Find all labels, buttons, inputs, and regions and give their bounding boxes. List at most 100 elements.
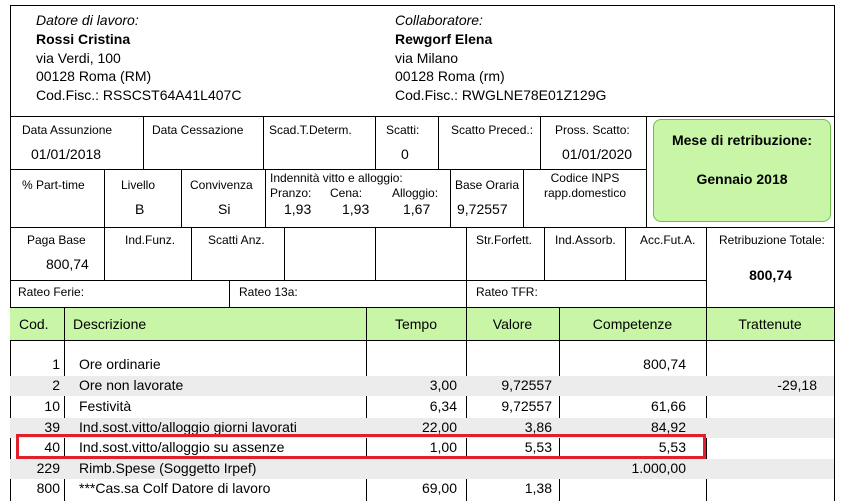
pranzo-label: Pranzo:	[270, 186, 312, 200]
frame-right	[834, 5, 835, 501]
cell-competenze: 1.000,00	[631, 460, 687, 476]
employer-city: 00128 Roma (RM)	[36, 68, 152, 84]
info-sep	[143, 116, 144, 169]
month-label: Mese di retribuzione:	[671, 132, 813, 148]
pay-sep	[466, 227, 467, 307]
cell-tempo: 3,00	[429, 377, 457, 393]
highlight-box	[16, 434, 706, 459]
cell-valore: 5,53	[524, 439, 552, 455]
inps-label-1: Codice INPS	[550, 171, 620, 185]
pross-scatto-label: Pross. Scatto:	[555, 123, 630, 137]
frame-top	[10, 5, 835, 6]
row-shade	[10, 459, 834, 479]
cell-descrizione: Festività	[79, 398, 132, 414]
base-oraria-label: Base Oraria	[455, 178, 520, 192]
employee-city: 00128 Roma (rm)	[395, 68, 505, 84]
employer-heading: Datore di lavoro:	[36, 12, 139, 28]
rateo-13a-label: Rateo 13a:	[239, 285, 298, 299]
pross-scatto-value: 01/01/2020	[562, 146, 633, 162]
info-sep	[104, 169, 105, 227]
cell-tempo: 1,00	[429, 439, 457, 455]
cena-value: 1,93	[342, 201, 370, 217]
pay-sep	[706, 227, 707, 307]
header-valore: Valore	[492, 316, 533, 332]
paga-base-value: 800,74	[46, 256, 89, 272]
cell-cod: 1	[52, 356, 60, 372]
cell-cod: 39	[44, 419, 60, 435]
employee-name: Rewgorf Elena	[395, 31, 493, 47]
frame-left	[10, 5, 11, 501]
alloggio-label: Alloggio:	[392, 186, 439, 200]
employer-name: Rossi Cristina	[36, 31, 131, 47]
cell-valore: 1,38	[524, 480, 552, 496]
scatti-label: Scatti:	[386, 123, 420, 137]
month-box: Mese di retribuzione: Gennaio 2018	[653, 119, 831, 222]
scad-label: Scad.T.Determ.	[269, 123, 352, 137]
indennita-label: Indennità vitto e alloggio:	[270, 171, 403, 185]
cell-descrizione: Ind.sost.vitto/alloggio giorni lavorati	[79, 419, 297, 435]
scatti-value: 0	[401, 146, 409, 162]
cell-cod: 2	[52, 377, 60, 393]
col-sep	[466, 308, 467, 501]
pay-sep	[284, 227, 285, 280]
pay-sep	[544, 227, 545, 280]
pay-sep	[625, 227, 626, 280]
acc-fut-label: Acc.Fut.A.	[640, 233, 696, 247]
paga-base-label: Paga Base	[27, 233, 86, 247]
employee-tax-code: Cod.Fisc.: RWGLNE78E01Z129G	[395, 87, 607, 103]
employer-tax-code: Cod.Fisc.: RSSCST64A41L407C	[36, 87, 242, 103]
convivenza-value: Si	[218, 201, 231, 217]
cell-valore: 9,72557	[501, 377, 552, 393]
header-cod: Cod.	[19, 316, 49, 332]
cell-competenze: 61,66	[650, 398, 686, 414]
data-assunzione-label: Data Assunzione	[22, 123, 113, 137]
scatto-preced-label: Scatto Preced.:	[451, 123, 534, 137]
cell-descrizione: Rimb.Spese (Soggetto Irpef)	[79, 460, 257, 476]
cell-cod: 229	[36, 460, 60, 476]
rateo-ferie-label: Rateo Ferie:	[18, 285, 85, 299]
col-sep	[64, 308, 65, 501]
cena-label: Cena:	[330, 186, 363, 200]
str-forfett-label: Str.Forfett.	[476, 233, 533, 247]
base-oraria-value: 9,72557	[457, 201, 508, 217]
pay-row-bottom	[10, 280, 707, 281]
cell-valore: 9,72557	[501, 398, 552, 414]
cell-cod: 40	[44, 439, 60, 455]
part-time-label: % Part-time	[22, 178, 85, 192]
cell-descrizione: Ore ordinarie	[79, 356, 161, 372]
info-sep	[181, 169, 182, 227]
rateo-row-bottom	[10, 307, 835, 308]
scatti-anz-label: Scatti Anz.	[208, 233, 265, 247]
cell-cod: 10	[44, 398, 60, 414]
pay-sep	[104, 227, 105, 280]
info-sep	[438, 116, 439, 169]
cell-tempo: 22,00	[421, 419, 457, 435]
info-row2-bottom	[10, 227, 835, 228]
info-sep	[646, 116, 647, 228]
employee-address: via Milano	[395, 50, 459, 66]
alloggio-value: 1,67	[403, 201, 431, 217]
cell-competenze: 84,92	[650, 419, 686, 435]
retribuzione-totale-label: Retribuzione Totale:	[719, 233, 825, 247]
header-tempo: Tempo	[394, 316, 438, 332]
cell-descrizione: Ind.sost.vitto/alloggio su assenze	[79, 439, 285, 455]
employer-address: via Verdi, 100	[36, 50, 121, 66]
livello-value: B	[135, 201, 145, 217]
info-row1-bottom	[10, 169, 647, 170]
convivenza-label: Convivenza	[190, 178, 253, 192]
cell-tempo: 69,00	[421, 480, 457, 496]
cell-trattenute: -29,18	[777, 377, 817, 393]
pranzo-value: 1,93	[284, 201, 312, 217]
table-header-bottom	[10, 340, 835, 341]
cell-tempo: 6,34	[429, 398, 457, 414]
info-sep	[540, 116, 541, 169]
header-competenze: Competenze	[592, 316, 673, 332]
cell-competenze: 800,74	[643, 356, 686, 372]
cell-competenze: 5,53	[658, 439, 686, 455]
cell-cod: 800	[36, 480, 60, 496]
rateo-sep	[229, 280, 230, 307]
info-sep	[265, 169, 266, 227]
row-shade	[10, 376, 834, 396]
info-sep	[263, 116, 264, 169]
retribuzione-totale-value: 800,74	[749, 267, 792, 283]
